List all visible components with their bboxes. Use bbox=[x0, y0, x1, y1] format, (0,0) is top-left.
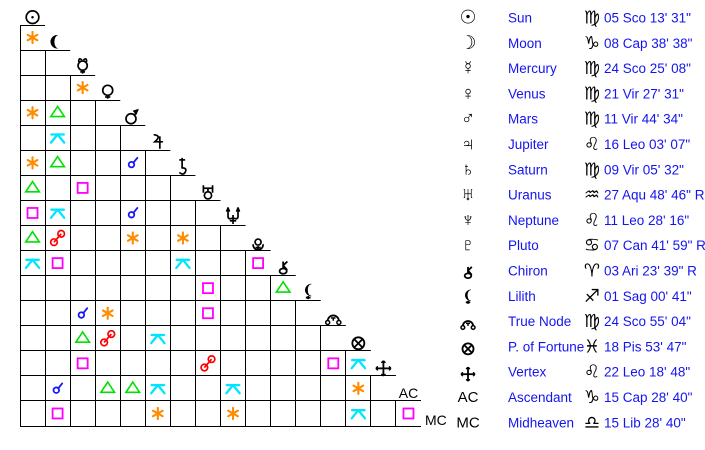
svg-text:♑︎: ♑︎ bbox=[584, 387, 600, 407]
svg-text:♍︎: ♍︎ bbox=[584, 311, 600, 331]
svg-text:18 Pis 53' 47": 18 Pis 53' 47" bbox=[604, 339, 687, 354]
svg-text:21 Vir 27' 31": 21 Vir 27' 31" bbox=[604, 86, 684, 101]
svg-text:AC: AC bbox=[458, 389, 479, 406]
svg-text:♌︎: ♌︎ bbox=[584, 362, 600, 382]
svg-text:Midheaven: Midheaven bbox=[508, 415, 574, 430]
svg-text:♍︎: ♍︎ bbox=[584, 159, 600, 179]
svg-text:09 Vir 05' 32": 09 Vir 05' 32" bbox=[604, 162, 684, 177]
svg-text:♍︎: ♍︎ bbox=[584, 58, 600, 78]
svg-text:True Node: True Node bbox=[508, 314, 571, 329]
svg-text:07 Can 41' 59" R: 07 Can 41' 59" R bbox=[604, 238, 705, 253]
svg-text:♐︎: ♐︎ bbox=[584, 286, 600, 306]
svg-text:♇: ♇ bbox=[461, 235, 475, 256]
svg-text:Sun: Sun bbox=[508, 11, 532, 26]
svg-text:Mercury: Mercury bbox=[508, 61, 557, 76]
svg-text:MC: MC bbox=[456, 414, 479, 431]
svg-text:♎︎: ♎︎ bbox=[584, 412, 600, 432]
svg-text:Neptune: Neptune bbox=[508, 213, 559, 228]
svg-text:♑︎: ♑︎ bbox=[584, 33, 600, 53]
svg-text:♂: ♂ bbox=[461, 109, 475, 130]
svg-text:♋︎: ♋︎ bbox=[584, 235, 600, 255]
svg-text:MC: MC bbox=[425, 412, 447, 428]
svg-text:05 Sco 13' 31": 05 Sco 13' 31" bbox=[604, 11, 691, 26]
svg-text:♒︎: ♒︎ bbox=[584, 185, 600, 205]
svg-text:P. of Fortune: P. of Fortune bbox=[508, 339, 584, 354]
svg-text:24 Sco 55' 04": 24 Sco 55' 04" bbox=[604, 314, 691, 329]
svg-text:Pluto: Pluto bbox=[508, 238, 539, 253]
svg-text:11 Leo 28' 16": 11 Leo 28' 16" bbox=[604, 213, 689, 228]
svg-text:♍︎: ♍︎ bbox=[584, 8, 600, 28]
svg-text:♅: ♅ bbox=[461, 185, 475, 206]
svg-text:16 Leo 03' 07": 16 Leo 03' 07" bbox=[604, 137, 690, 152]
svg-text:♌︎: ♌︎ bbox=[584, 210, 600, 230]
svg-text:Saturn: Saturn bbox=[508, 162, 548, 177]
svg-text:Moon: Moon bbox=[508, 36, 542, 51]
svg-text:Vertex: Vertex bbox=[508, 365, 547, 380]
svg-text:Lilith: Lilith bbox=[508, 289, 536, 304]
svg-text:♌︎: ♌︎ bbox=[584, 134, 600, 154]
svg-text:01 Sag 00' 41": 01 Sag 00' 41" bbox=[604, 289, 692, 304]
svg-text:♃: ♃ bbox=[461, 134, 475, 155]
svg-text:15 Lib 28' 40": 15 Lib 28' 40" bbox=[604, 415, 686, 430]
svg-text:♈︎: ♈︎ bbox=[584, 261, 600, 281]
svg-text:♄: ♄ bbox=[461, 159, 475, 180]
svg-text:24 Sco 25' 08": 24 Sco 25' 08" bbox=[604, 61, 691, 76]
svg-text:22 Leo 18' 48": 22 Leo 18' 48" bbox=[604, 365, 690, 380]
svg-text:♆: ♆ bbox=[461, 210, 475, 231]
svg-text:☿: ☿ bbox=[461, 58, 475, 79]
svg-text:Venus: Venus bbox=[508, 86, 546, 101]
svg-text:Mars: Mars bbox=[508, 112, 538, 127]
svg-text:08 Cap 38' 38": 08 Cap 38' 38" bbox=[604, 36, 693, 51]
svg-text:Uranus: Uranus bbox=[508, 188, 552, 203]
svg-text:AC: AC bbox=[399, 385, 418, 401]
svg-text:15 Cap 28' 40": 15 Cap 28' 40" bbox=[604, 390, 693, 405]
svg-text:Chiron: Chiron bbox=[508, 264, 548, 279]
svg-text:♍︎: ♍︎ bbox=[584, 83, 600, 103]
svg-text:Jupiter: Jupiter bbox=[508, 137, 549, 152]
svg-text:☽: ☽ bbox=[459, 33, 476, 54]
svg-text:♍︎: ♍︎ bbox=[584, 109, 600, 129]
svg-text:♀: ♀ bbox=[461, 83, 475, 104]
svg-text:11 Vir 44' 34": 11 Vir 44' 34" bbox=[604, 112, 683, 127]
svg-text:☉: ☉ bbox=[459, 8, 476, 29]
svg-text:03 Ari 23' 39" R: 03 Ari 23' 39" R bbox=[604, 264, 697, 279]
svg-text:27 Aqu 48' 46" R: 27 Aqu 48' 46" R bbox=[604, 188, 705, 203]
svg-text:♓︎: ♓︎ bbox=[584, 336, 600, 356]
svg-text:Ascendant: Ascendant bbox=[508, 390, 572, 405]
